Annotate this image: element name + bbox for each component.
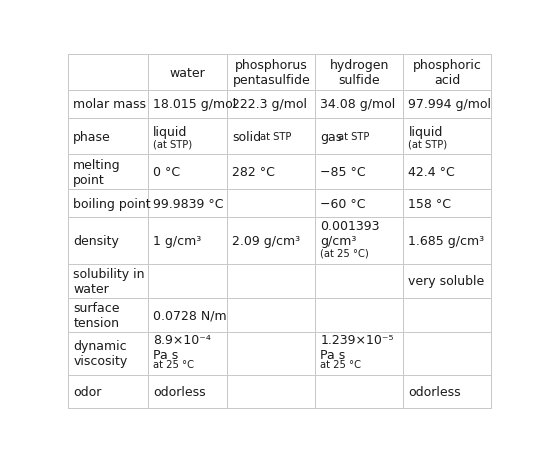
Text: 158 °C: 158 °C xyxy=(408,197,452,210)
Text: at STP: at STP xyxy=(339,132,370,142)
Text: gas: gas xyxy=(321,130,343,143)
Text: 0.0728 N/m: 0.0728 N/m xyxy=(153,308,227,321)
Text: odorless: odorless xyxy=(408,385,461,398)
Text: 2.09 g/cm³: 2.09 g/cm³ xyxy=(233,235,300,247)
Text: phosphorus
pentasulfide: phosphorus pentasulfide xyxy=(233,59,310,87)
Text: hydrogen
sulfide: hydrogen sulfide xyxy=(330,59,389,87)
Text: liquid: liquid xyxy=(408,126,443,139)
Text: at STP: at STP xyxy=(260,132,292,142)
Text: odorless: odorless xyxy=(153,385,205,398)
Text: −85 °C: −85 °C xyxy=(321,166,366,179)
Text: 222.3 g/mol: 222.3 g/mol xyxy=(233,98,307,111)
Text: (at STP): (at STP) xyxy=(408,139,448,149)
Text: melting
point: melting point xyxy=(73,158,121,186)
Text: phosphoric
acid: phosphoric acid xyxy=(413,59,482,87)
Text: −60 °C: −60 °C xyxy=(321,197,366,210)
Text: (at 25 °C): (at 25 °C) xyxy=(321,248,369,257)
Text: solid: solid xyxy=(233,130,262,143)
Text: at 25 °C: at 25 °C xyxy=(321,359,361,369)
Text: dynamic
viscosity: dynamic viscosity xyxy=(73,339,128,367)
Text: boiling point: boiling point xyxy=(73,197,151,210)
Text: 1.685 g/cm³: 1.685 g/cm³ xyxy=(408,235,485,247)
Text: (at STP): (at STP) xyxy=(153,139,192,149)
Text: 18.015 g/mol: 18.015 g/mol xyxy=(153,98,236,111)
Text: surface
tension: surface tension xyxy=(73,301,120,329)
Text: density: density xyxy=(73,235,119,247)
Text: 282 °C: 282 °C xyxy=(233,166,275,179)
Text: solubility in
water: solubility in water xyxy=(73,267,145,295)
Text: at 25 °C: at 25 °C xyxy=(153,359,194,369)
Text: 0.001393
g/cm³: 0.001393 g/cm³ xyxy=(321,220,380,248)
Text: 0 °C: 0 °C xyxy=(153,166,180,179)
Text: 8.9×10⁻⁴
Pa s: 8.9×10⁻⁴ Pa s xyxy=(153,333,211,361)
Text: 1 g/cm³: 1 g/cm³ xyxy=(153,235,201,247)
Text: liquid: liquid xyxy=(153,126,187,139)
Text: phase: phase xyxy=(73,130,111,143)
Text: 34.08 g/mol: 34.08 g/mol xyxy=(321,98,396,111)
Text: 99.9839 °C: 99.9839 °C xyxy=(153,197,223,210)
Text: 1.239×10⁻⁵
Pa s: 1.239×10⁻⁵ Pa s xyxy=(321,333,394,361)
Text: 42.4 °C: 42.4 °C xyxy=(408,166,455,179)
Text: very soluble: very soluble xyxy=(408,275,485,288)
Text: water: water xyxy=(170,67,205,79)
Text: 97.994 g/mol: 97.994 g/mol xyxy=(408,98,491,111)
Text: odor: odor xyxy=(73,385,102,398)
Text: molar mass: molar mass xyxy=(73,98,146,111)
